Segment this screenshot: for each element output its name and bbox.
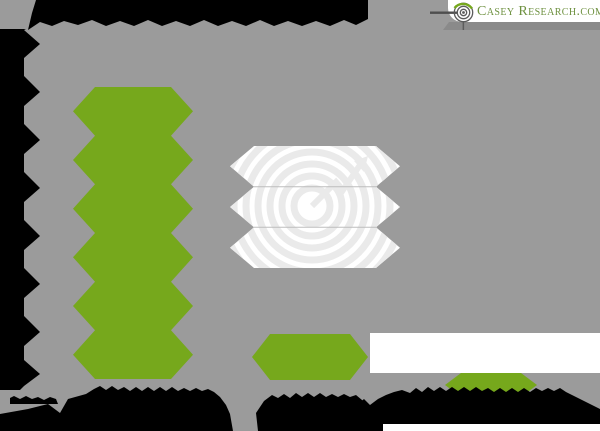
- source-text-blob: [340, 387, 600, 431]
- watermark-ring: [278, 172, 346, 240]
- legend-marker-blob: [10, 396, 58, 404]
- watermark-ring: [230, 146, 394, 268]
- watermark-ring: [254, 148, 370, 264]
- watermark-spiral-icon: [230, 146, 400, 268]
- logo-background: [448, 0, 600, 22]
- bar-left-green: [73, 87, 193, 379]
- bar-middle-green: [252, 334, 368, 380]
- logo-underline-strip: [443, 22, 600, 30]
- watermark-ring: [290, 184, 334, 228]
- watermark-ring: [242, 146, 382, 268]
- spiral-target-icon: [430, 2, 474, 30]
- watermark-ring: [266, 160, 358, 252]
- watermark-arrow: [309, 163, 363, 209]
- y-axis-labels-blob: [0, 29, 40, 390]
- footer-white-strip: [383, 424, 600, 431]
- x-axis-label-blob-left: [0, 386, 233, 431]
- bottom-labels-layer: [0, 386, 600, 431]
- logo-wordmark[interactable]: Casey Research.com: [477, 4, 600, 19]
- watermark-arrow-head: [354, 156, 368, 172]
- annotation-box: [370, 333, 600, 373]
- chart-title-blob: [28, 0, 368, 30]
